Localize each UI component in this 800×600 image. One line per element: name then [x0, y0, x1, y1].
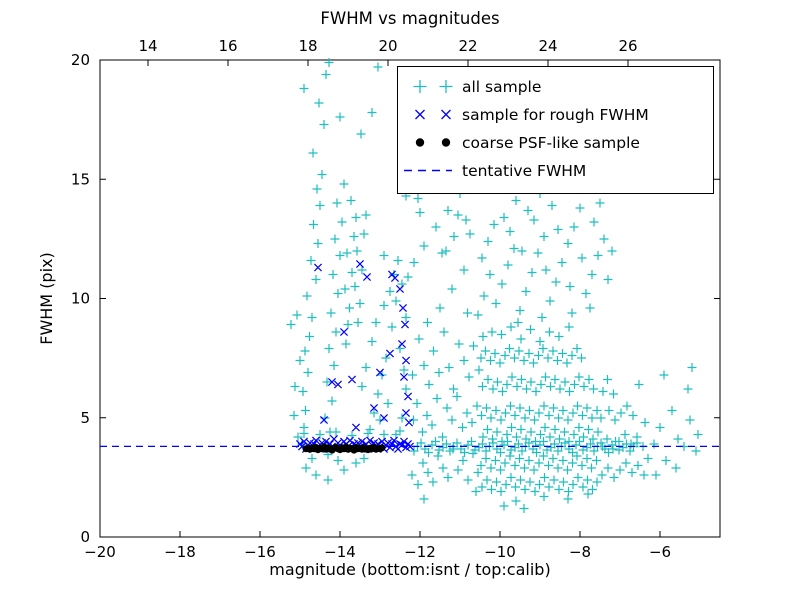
svg-text:−12: −12	[404, 543, 436, 561]
svg-text:−16: −16	[244, 543, 276, 561]
legend-dot-marker-icon	[415, 138, 425, 147]
svg-text:22: 22	[458, 37, 477, 55]
legend-label-psf-like: coarse PSF-like sample	[462, 134, 640, 152]
legend: all sample sample for rough FWHM coarse …	[397, 66, 714, 194]
svg-text:−8: −8	[569, 543, 591, 561]
svg-text:−14: −14	[324, 543, 356, 561]
axes-ticks: −20 −18 −16 −14 −12 −10 −8 −6 14 16 18 20 22 24 26 0 5 10…	[71, 37, 720, 561]
y-axis-label: FWHM (pix)	[37, 252, 56, 345]
svg-text:15: 15	[71, 170, 90, 188]
svg-text:0: 0	[80, 528, 90, 546]
legend-label-all-sample: all sample	[462, 78, 541, 96]
svg-text:5: 5	[80, 409, 90, 427]
svg-text:−18: −18	[164, 543, 196, 561]
svg-text:10: 10	[71, 290, 90, 308]
series-psf-like	[302, 443, 386, 454]
svg-text:−20: −20	[84, 543, 116, 561]
legend-box	[397, 66, 714, 194]
svg-text:14: 14	[138, 37, 157, 55]
x-axis-label: magnitude (bottom:isnt / top:calib)	[269, 560, 550, 579]
svg-text:−10: −10	[484, 543, 516, 561]
legend-dot-marker-icon2	[441, 138, 451, 147]
legend-label-rough-fwhm: sample for rough FWHM	[462, 106, 649, 124]
svg-text:16: 16	[218, 37, 237, 55]
svg-text:18: 18	[298, 37, 317, 55]
svg-text:20: 20	[71, 51, 90, 69]
svg-text:26: 26	[618, 37, 637, 55]
legend-label-tentative-fwhm: tentative FWHM	[462, 162, 586, 180]
legend-x-marker-icon	[415, 109, 451, 120]
svg-text:−6: −6	[649, 543, 671, 561]
chart-title: FWHM vs magnitudes	[320, 9, 499, 28]
legend-plus-marker-icon	[413, 80, 453, 93]
svg-text:24: 24	[538, 37, 557, 55]
svg-text:20: 20	[378, 37, 397, 55]
